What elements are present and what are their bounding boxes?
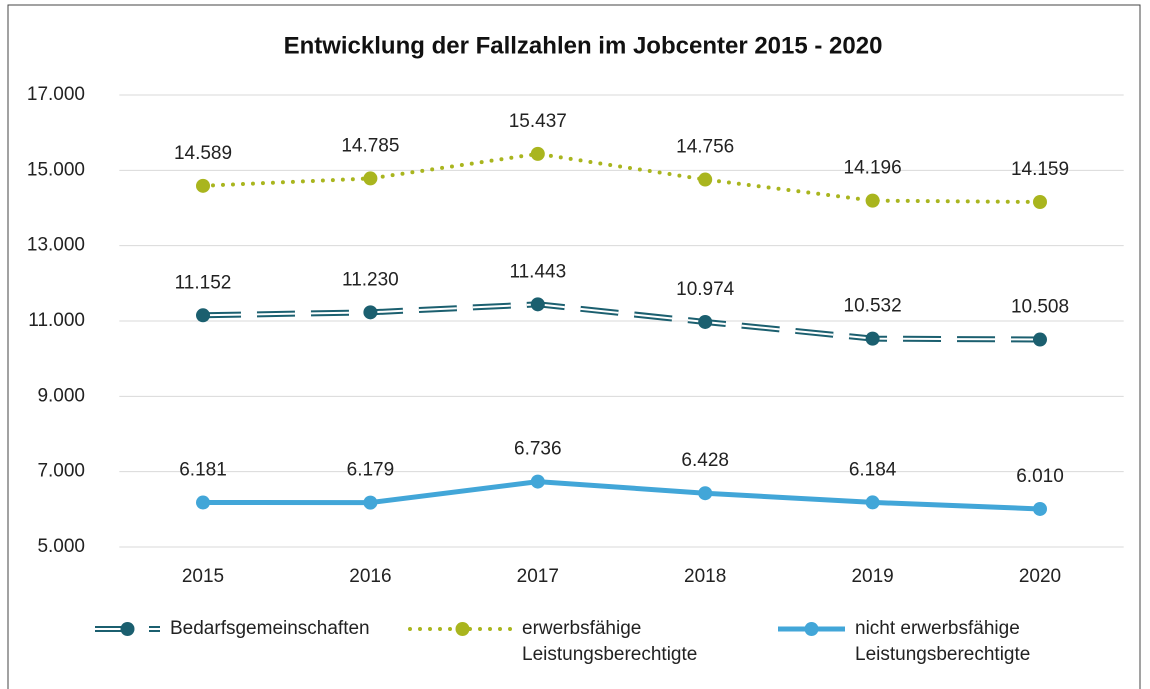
- legend-marker: [120, 622, 135, 636]
- data-point: [363, 171, 378, 186]
- y-tick-label: 9.000: [37, 385, 85, 406]
- data-point: [1033, 332, 1047, 347]
- data-point: [1033, 195, 1047, 210]
- data-label: 11.443: [509, 261, 566, 282]
- x-tick-label: 2018: [684, 566, 726, 587]
- data-point: [530, 297, 545, 312]
- data-label: 14.785: [341, 135, 399, 156]
- data-point: [698, 314, 713, 329]
- legend-marker: [455, 622, 470, 636]
- data-label: 6.736: [514, 439, 562, 460]
- legend-marker: [804, 622, 819, 636]
- x-tick-label: 2017: [517, 566, 559, 587]
- data-label: 10.508: [1011, 297, 1069, 318]
- data-point: [865, 193, 880, 208]
- data-label: 11.152: [175, 272, 232, 293]
- series-line: [202, 479, 1041, 512]
- y-tick-label: 17.000: [27, 84, 85, 105]
- data-label: 15.437: [509, 111, 567, 132]
- series-line: [201, 151, 1042, 205]
- data-point: [1033, 501, 1047, 516]
- x-tick-label: 2016: [349, 566, 391, 587]
- series-line-inner: [202, 303, 1041, 341]
- data-point: [698, 172, 713, 187]
- y-tick-label: 15.000: [27, 159, 85, 180]
- chart-frame: [7, 4, 1141, 689]
- data-label: 10.532: [844, 296, 902, 317]
- data-point: [196, 495, 210, 510]
- data-point: [530, 474, 545, 489]
- data-label: 14.756: [676, 137, 734, 158]
- data-label: 11.230: [342, 269, 399, 290]
- data-label: 14.159: [1011, 159, 1069, 180]
- x-tick-label: 2020: [1019, 566, 1061, 587]
- data-point: [530, 146, 545, 161]
- x-tick-label: 2019: [851, 566, 893, 587]
- series-line: [202, 301, 1041, 343]
- data-point: [865, 495, 880, 510]
- y-tick-label: 5.000: [37, 536, 85, 557]
- data-label: 6.184: [849, 459, 897, 480]
- data-point: [363, 305, 378, 320]
- data-label: 6.010: [1016, 466, 1064, 487]
- legend-label: erwerbsfähige Leistungsberechtigte: [522, 618, 698, 665]
- chart-title: Entwicklung der Fallzahlen im Jobcenter …: [284, 32, 883, 59]
- data-point: [865, 331, 880, 346]
- data-point: [698, 486, 713, 501]
- data-point: [196, 308, 210, 323]
- legend-label: Bedarfsgemeinschaften: [170, 618, 370, 639]
- x-tick-label: 2015: [182, 566, 224, 587]
- data-label: 14.589: [174, 143, 232, 164]
- y-tick-label: 13.000: [27, 235, 85, 256]
- legend-label: nicht erwerbsfähige Leistungsberechtigte: [855, 618, 1031, 665]
- data-label: 6.181: [179, 460, 227, 481]
- y-tick-label: 7.000: [37, 461, 85, 482]
- y-tick-label: 11.000: [28, 310, 85, 331]
- data-point: [196, 178, 210, 193]
- data-point: [363, 495, 378, 510]
- data-label: 10.974: [676, 279, 735, 300]
- data-label: 6.428: [681, 450, 729, 471]
- data-label: 6.179: [347, 460, 395, 481]
- data-label: 14.196: [844, 158, 902, 179]
